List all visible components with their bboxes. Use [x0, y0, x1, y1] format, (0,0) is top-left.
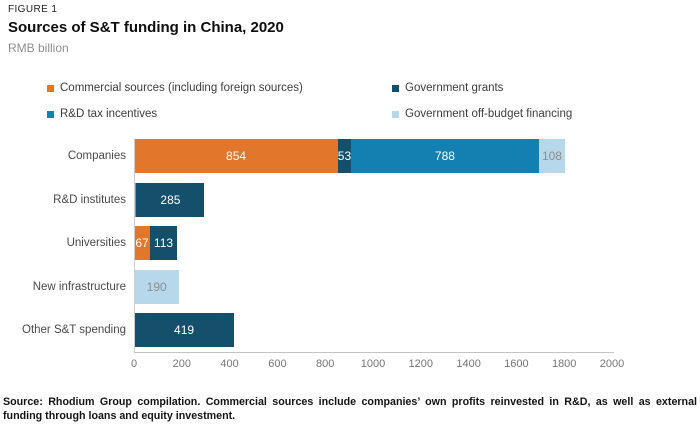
category-label: R&D institutes: [53, 193, 126, 206]
bar-track: 854 53 788 108: [134, 139, 700, 173]
bar-segment: 190: [134, 269, 180, 304]
legend-item: Government off-budget financing: [392, 108, 572, 120]
x-tick-label: 1200: [408, 358, 434, 370]
x-tick-label: 1800: [551, 358, 577, 370]
bar-segment: 419: [134, 313, 235, 347]
bar-segment: 854: [134, 139, 339, 173]
bar-track: 67 113: [134, 226, 700, 260]
x-tick-label: 600: [268, 358, 287, 370]
bar-segment: 113: [150, 226, 177, 260]
bar-track: 190: [134, 269, 700, 304]
x-tick-label: 2000: [599, 358, 625, 370]
legend-swatch-icon: [47, 110, 54, 118]
category-label: Companies: [67, 150, 126, 162]
plot-rows: Companies 854 53 788 108 R&D institutes 285 Uni…: [0, 139, 700, 357]
legend-label: R&D tax incentives: [60, 108, 158, 120]
chart-units-subtitle: RMB billion: [8, 41, 69, 55]
x-axis-line: [134, 352, 614, 353]
legend-swatch-icon: [392, 84, 399, 92]
legend-swatch-icon: [47, 84, 54, 92]
chart-row: New infrastructure 190: [0, 269, 700, 304]
bar-segment: 53: [338, 139, 351, 173]
x-tick-label: 400: [220, 358, 239, 370]
legend-item: Government grants: [392, 82, 572, 94]
page-title: Sources of S&T funding in China, 2020: [8, 19, 284, 36]
chart-header: FIGURE 1 Sources of S&T funding in China…: [8, 4, 284, 55]
x-tick-label: 1000: [360, 358, 386, 370]
legend-swatch-icon: [392, 110, 399, 118]
bar-track: 419: [134, 313, 700, 347]
chart-row: Companies 854 53 788 108: [0, 139, 700, 173]
category-label: New infrastructure: [32, 280, 126, 293]
legend-item: Commercial sources (including foreign so…: [47, 82, 392, 94]
figure-label: FIGURE 1: [8, 4, 58, 15]
x-tick-label: 800: [316, 358, 335, 370]
x-tick-label: 1400: [456, 358, 481, 370]
chart-row: Other S&T spending 419: [0, 313, 700, 347]
bar-segment: 67: [134, 226, 150, 260]
bar-segment: 108: [539, 139, 565, 173]
source-note: Source: Rhodium Group compilation. Comme…: [3, 395, 697, 422]
legend-label: Government grants: [405, 82, 504, 94]
x-tick-label: 0: [130, 358, 138, 370]
bar-segment: 285: [136, 182, 205, 217]
x-tick-label: 1600: [504, 358, 529, 370]
bar-track: 285: [134, 182, 700, 217]
category-label: Universities: [66, 237, 126, 249]
category-label: Other S&T spending: [22, 324, 126, 336]
y-axis-line: [134, 139, 135, 352]
chart-legend: Commercial sources (including foreign so…: [47, 75, 572, 127]
bar-segment: [134, 182, 137, 217]
chart-row: Universities 67 113: [0, 226, 700, 260]
legend-label: Commercial sources (including foreign so…: [60, 82, 303, 94]
x-axis: 0 200 400 600 800 1000 1200 1400 1600 1800 2000: [0, 358, 700, 372]
chart-row: R&D institutes 285: [0, 182, 700, 217]
legend-item: R&D tax incentives: [47, 108, 392, 120]
bar-segment: 788: [350, 139, 540, 173]
x-tick-label: 200: [172, 358, 191, 370]
legend-label: Government off-budget financing: [405, 108, 573, 120]
